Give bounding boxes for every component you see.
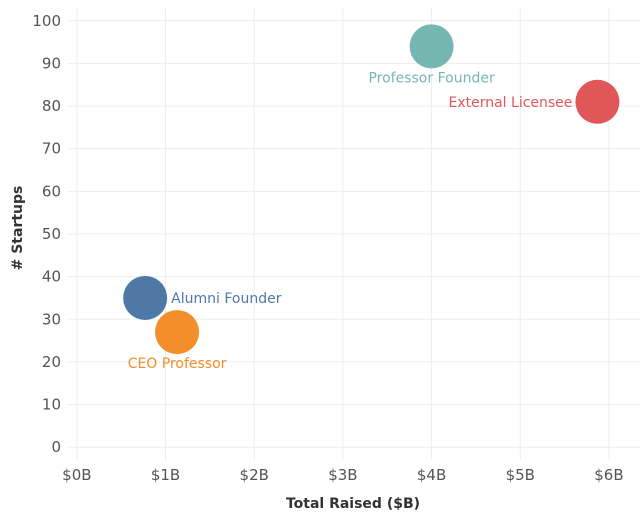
x-tick-label: $3B [328,466,357,484]
y-tick-label: 30 [42,310,61,328]
point-alumni-founder[interactable] [123,275,168,320]
y-tick-label: 100 [32,12,61,30]
point-external-licensee[interactable] [575,79,620,124]
y-axis-ticks: 0 10 20 30 40 50 60 70 80 90 100 [32,12,61,456]
y-tick-label: 20 [42,353,61,371]
x-tick-label: $2B [240,466,269,484]
y-tick-label: 10 [42,396,61,414]
x-tick-label: $1B [151,466,180,484]
y-tick-label: 60 [42,182,61,200]
y-tick-label: 70 [42,140,61,158]
y-tick-label: 0 [51,438,61,456]
point-label-alumni-founder: Alumni Founder [171,291,282,307]
x-tick-label: $4B [417,466,446,484]
x-axis-ticks: $0B $1B $2B $3B $4B $5B $6B [62,466,623,484]
point-labels: Professor Founder External Licensee Alumni… [128,70,573,372]
point-label-external-licensee: External Licensee [448,95,572,111]
x-tick-label: $5B [506,466,535,484]
x-axis-title: Total Raised ($B) [286,496,420,512]
data-points [123,24,620,355]
point-label-ceo-professor: CEO Professor [128,356,227,372]
y-tick-label: 40 [42,268,61,286]
point-ceo-professor[interactable] [155,310,200,355]
point-professor-founder[interactable] [409,24,454,69]
x-tick-label: $6B [594,466,623,484]
y-axis-title: # Startups [10,186,26,271]
point-label-professor-founder: Professor Founder [368,70,494,86]
y-tick-label: 80 [42,97,61,115]
y-tick-label: 50 [42,225,61,243]
x-tick-label: $0B [62,466,91,484]
grid-layer [68,8,640,460]
y-tick-label: 90 [42,54,61,72]
